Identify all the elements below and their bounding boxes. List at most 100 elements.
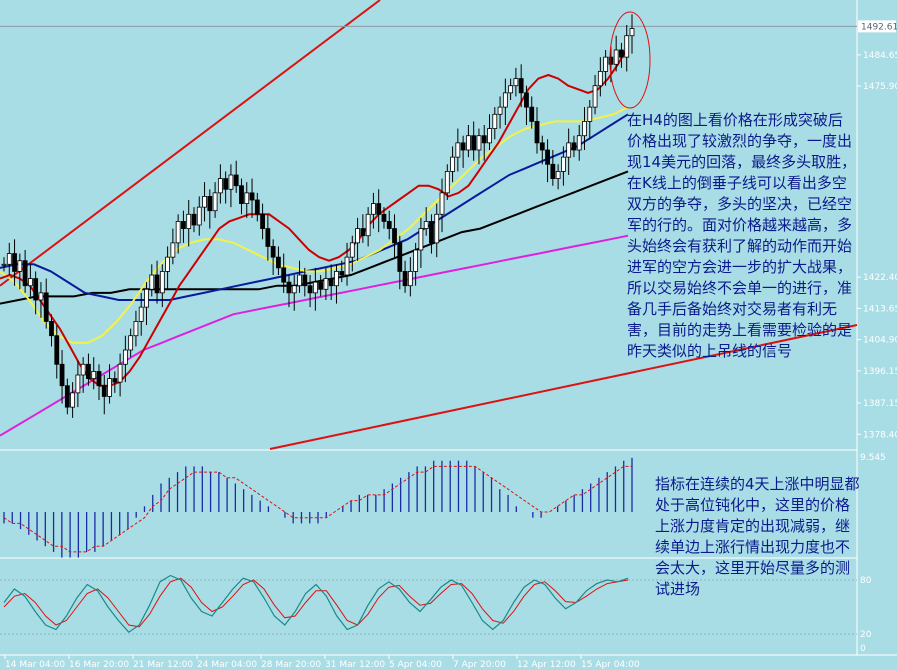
candle-body: [154, 274, 160, 294]
candle-body: [397, 242, 403, 272]
candle-body: [112, 378, 118, 383]
candle-body: [207, 196, 213, 212]
candle-body: [128, 335, 134, 351]
time-tick-label: 16 Mar 20:00: [69, 660, 129, 670]
candle-body: [539, 142, 545, 151]
macd-histogram: [3, 457, 633, 558]
time-tick-label: 12 Apr 12:00: [517, 660, 576, 670]
candle-body: [59, 363, 65, 387]
time-tick-label: 28 Mar 20:00: [261, 660, 321, 670]
candle-body: [122, 349, 128, 365]
candle-body: [91, 371, 97, 379]
candle-body: [138, 306, 144, 322]
stoch-tick-label: 80: [860, 576, 872, 586]
candle-body: [619, 49, 624, 58]
price-tick-label: 1422.40: [863, 273, 897, 283]
price-tick-label: 1387.15: [863, 399, 897, 409]
candle-body: [624, 35, 630, 58]
candle-body: [355, 228, 360, 244]
candle-body: [418, 228, 424, 251]
candle-body: [360, 228, 366, 237]
candle-body: [196, 206, 202, 226]
analysis-note: 在H4的图上看价格在形成突破后 价格出现了较激烈的争夺，一度出 现14美元的回落…: [627, 111, 857, 360]
candle-body: [334, 271, 339, 287]
candle-body: [17, 260, 23, 272]
candle-body: [86, 363, 91, 379]
macd-tick-label: 9.545: [860, 453, 886, 463]
candle-body: [54, 335, 60, 365]
time-tick-label: 5 Apr 04:00: [389, 660, 442, 670]
candle-body: [165, 256, 170, 272]
candle-body: [349, 242, 355, 258]
candle-body: [592, 85, 598, 108]
candle-body: [555, 171, 561, 179]
stoch-signal-line: [3, 577, 629, 628]
candles: [1, 14, 635, 418]
candle-body: [244, 192, 250, 204]
candle-body: [582, 121, 587, 137]
candle-body: [407, 271, 413, 287]
candle-body: [233, 174, 239, 187]
candle-body: [376, 203, 382, 215]
candle-body: [70, 392, 76, 408]
candle-body: [144, 288, 149, 308]
candle-body: [423, 221, 429, 229]
candle-body: [181, 221, 186, 229]
candle-body: [392, 228, 397, 244]
stoch-main-line: [3, 574, 629, 633]
candle-body: [270, 246, 276, 258]
candle-body: [513, 78, 519, 87]
candle-body: [302, 274, 308, 287]
candle-body: [487, 128, 492, 144]
candle-body: [502, 92, 508, 108]
candle-body: [80, 363, 86, 376]
candle-body: [101, 385, 107, 397]
candle-body: [508, 85, 514, 94]
candle-body: [6, 253, 12, 265]
price-tick-label: 1475.90: [863, 82, 897, 92]
candle-body: [64, 385, 70, 408]
candle-body: [291, 285, 297, 294]
candle-body: [492, 113, 498, 129]
candle-body: [43, 292, 49, 322]
candle-body: [133, 321, 139, 337]
candle-body: [107, 378, 112, 397]
indicator-note: 指标在连续的4天上涨中明显都 处于高位钝化中，这里的价格 上涨力度肯定的出现减弱…: [655, 475, 860, 598]
current-price-label: 1492.61: [861, 22, 897, 32]
candle-body: [49, 321, 54, 337]
candle-body: [22, 260, 28, 287]
candle-body: [27, 278, 33, 287]
candle-body: [286, 281, 292, 294]
candle-body: [597, 71, 603, 87]
candle-body: [413, 249, 419, 272]
candle-body: [545, 149, 550, 165]
candle-body: [603, 56, 609, 72]
candle-body: [276, 256, 281, 269]
candle-body: [460, 142, 466, 151]
candle-body: [281, 267, 287, 283]
candle-body: [149, 274, 155, 290]
candle-body: [608, 56, 614, 65]
candle-body: [312, 281, 318, 294]
candle-body: [339, 271, 345, 276]
candle-body: [212, 192, 218, 212]
candle-body: [117, 363, 123, 383]
upper-trendline: [0, 0, 381, 287]
candle-body: [191, 213, 197, 226]
lower-trendline: [269, 324, 858, 450]
candle-body: [534, 121, 540, 144]
candle-body: [560, 156, 566, 172]
candle-body: [260, 213, 265, 229]
candle-body: [518, 78, 524, 94]
candle-body: [481, 135, 487, 144]
candle-body: [75, 374, 81, 394]
time-tick-label: 15 Apr 04:00: [581, 660, 640, 670]
candle-body: [571, 142, 577, 151]
candle-body: [497, 106, 503, 115]
candle-body: [566, 142, 572, 158]
current-price-box: [858, 20, 896, 33]
candle-body: [1, 263, 7, 266]
candle-body: [96, 371, 102, 387]
